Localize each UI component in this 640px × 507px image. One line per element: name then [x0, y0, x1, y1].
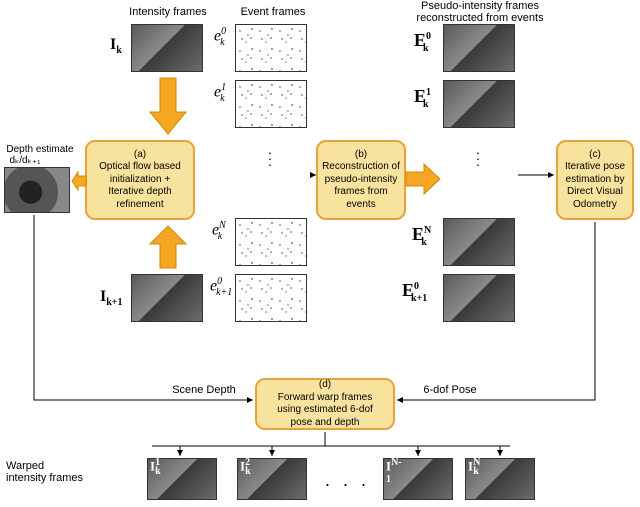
sub: k — [245, 466, 251, 477]
thin-arrows — [0, 0, 640, 507]
warped-hdots: . . . — [325, 470, 370, 491]
sub: k — [473, 466, 479, 477]
sub: k — [155, 466, 161, 477]
label-pose: 6-dof Pose — [410, 384, 490, 396]
label-INm1: IN-1k — [386, 457, 402, 494]
label-I2: I2k — [240, 457, 251, 477]
label-scene-depth: Scene Depth — [164, 384, 244, 396]
header-warped: Warped intensity frames — [6, 460, 116, 484]
sub: k — [377, 483, 383, 494]
label-IN: INk — [468, 457, 479, 477]
label-I1: I1k — [150, 457, 161, 477]
